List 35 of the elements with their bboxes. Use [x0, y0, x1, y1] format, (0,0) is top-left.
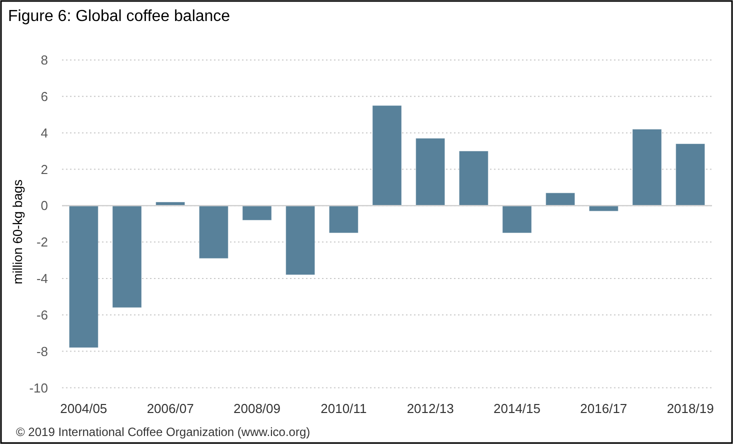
x-tick-label: 2016/17: [580, 401, 628, 416]
bar: [242, 205, 272, 220]
x-tick-label: 2018/19: [666, 401, 714, 416]
text: © 2019 International Coffee Organization (www.ico.org): [16, 425, 310, 439]
y-tick-label: 4: [40, 125, 48, 140]
bar: [588, 205, 618, 212]
bar: [68, 205, 98, 348]
x-tick-label: 2012/13: [406, 401, 454, 416]
x-tick-label: 2008/09: [234, 401, 280, 416]
bar: [502, 205, 532, 234]
bar: [328, 205, 358, 234]
x-tick-label: 2010/11: [320, 401, 367, 416]
y-tick-label: 6: [40, 88, 48, 104]
bar: [416, 138, 446, 206]
bar: [372, 105, 402, 206]
bar: [198, 205, 228, 259]
bar: [546, 192, 576, 206]
chart-title: Figure 6: Global coffee balance: [8, 8, 230, 25]
bar: [112, 205, 142, 308]
x-tick-label: 2014/15: [494, 401, 540, 416]
y-tick-label: -10: [29, 380, 48, 396]
bar: [458, 150, 488, 206]
bar: [632, 128, 662, 206]
y-tick-label: -2: [36, 234, 48, 250]
y-axis-title: million 60-kg bags: [10, 178, 25, 284]
y-tick-label: 2: [40, 162, 48, 177]
y-tick-label: 8: [40, 52, 48, 68]
bar: [286, 205, 316, 276]
y-tick-label: -6: [36, 307, 48, 322]
y-tick-label: -4: [36, 271, 48, 286]
bar: [676, 143, 706, 206]
x-tick-label: 2004/05: [60, 401, 108, 416]
x-tick-label: 2006/07: [146, 401, 194, 416]
y-tick-label: 0: [40, 198, 48, 214]
y-tick-label: -8: [36, 344, 48, 359]
